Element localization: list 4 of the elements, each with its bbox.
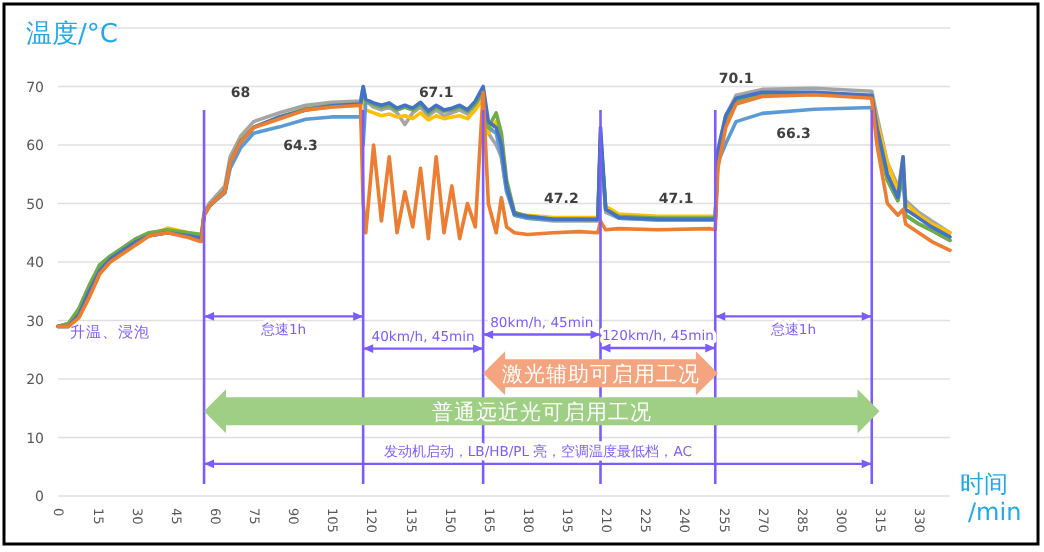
annotation: 普通远近光可启用工况 xyxy=(431,399,652,426)
y-axis-title: 温度/°C xyxy=(26,18,118,50)
annotation: 激光辅助可启用工况 xyxy=(501,361,700,388)
x-axis-title: 时间 /min xyxy=(960,470,1022,526)
